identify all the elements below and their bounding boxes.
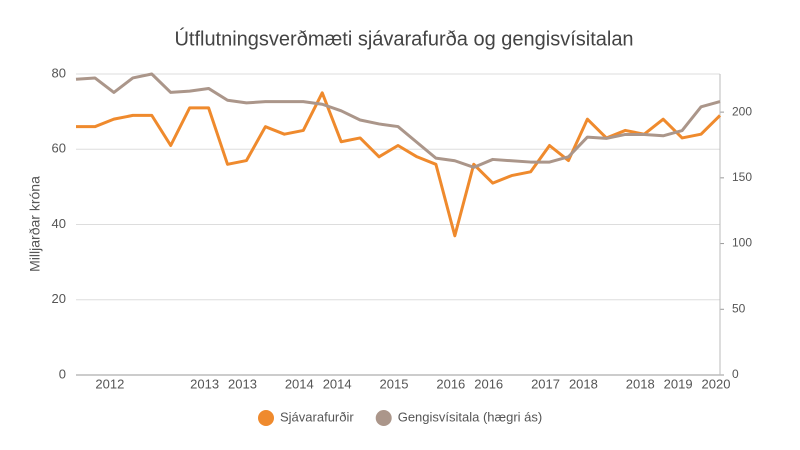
y-tick-label: 20 — [52, 291, 66, 306]
y-tick-label: 80 — [52, 65, 66, 80]
x-tick-label: 2014 — [323, 376, 352, 391]
x-tick-label: 2017 — [531, 376, 560, 391]
x-tick-label: 2019 — [664, 376, 693, 391]
y2-tick-label: 0 — [732, 367, 739, 381]
series-line — [75, 72, 721, 169]
series-line — [76, 91, 722, 238]
y-axis-label: Milljarðar króna — [27, 176, 43, 272]
x-tick-label: 2015 — [380, 376, 409, 391]
x-tick-label: 2013 — [190, 376, 219, 391]
x-tick-label: 2012 — [95, 376, 124, 391]
x-tick-label: 2014 — [285, 376, 314, 391]
y2-tick-label: 100 — [732, 236, 752, 250]
x-tick-label: 2018 — [569, 376, 598, 391]
chart-title: Útflutningsverðmæti sjávarafurða og geng… — [174, 27, 633, 50]
x-tick-label: 2016 — [436, 376, 465, 391]
y-tick-label: 60 — [52, 141, 66, 156]
y-tick-label: 40 — [52, 216, 66, 231]
legend-label: Gengisvísitala (hægri ás) — [398, 409, 543, 424]
y2-tick-label: 50 — [732, 301, 746, 315]
y-tick-label: 0 — [59, 366, 66, 381]
legend-label: Sjávarafurðir — [280, 409, 354, 424]
y2-tick-label: 200 — [732, 104, 752, 118]
x-tick-label: 2018 — [626, 376, 655, 391]
y2-tick-label: 150 — [732, 170, 752, 184]
legend-marker — [375, 410, 392, 426]
legend-marker — [258, 410, 274, 426]
x-tick-label: 2013 — [228, 376, 257, 391]
x-tick-label: 2020 — [702, 376, 731, 391]
x-tick-label: 2016 — [474, 376, 503, 391]
